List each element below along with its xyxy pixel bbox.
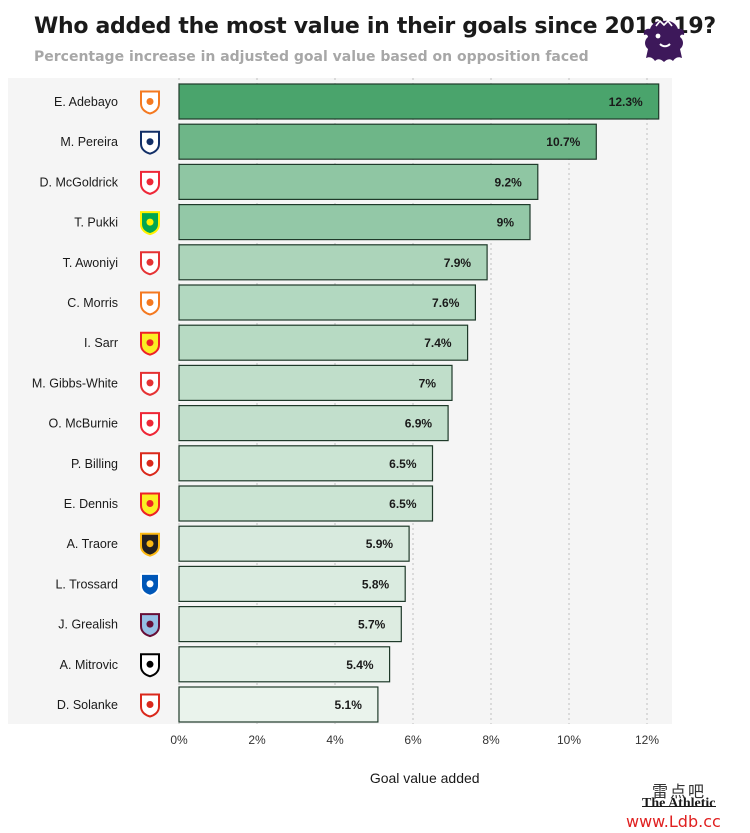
player-name: P. Billing (71, 457, 118, 471)
bar (178, 163, 539, 200)
bar-value-label: 7.6% (432, 296, 460, 310)
bar-value-label: 9.2% (494, 175, 522, 189)
bar-value-label: 12.3% (609, 95, 643, 109)
brighton-crest-icon (140, 572, 160, 597)
player-name: E. Dennis (64, 497, 118, 511)
player-name: J. Grealish (58, 618, 118, 632)
bar-value-label: 7.9% (444, 256, 472, 270)
player-name: T. Pukki (74, 216, 118, 230)
watermark-url: www.Ldb.cc (626, 812, 721, 831)
x-tick-label: 2% (248, 733, 266, 747)
x-axis-title: Goal value added (370, 770, 480, 786)
x-tick-label: 12% (635, 733, 659, 747)
chart-title: Who added the most value in their goals … (34, 14, 716, 39)
bar-value-label: 7.4% (424, 336, 452, 350)
bar (178, 565, 406, 603)
bar-value-label: 6.5% (389, 457, 417, 471)
bar (178, 204, 531, 241)
x-tick-label: 4% (326, 733, 344, 747)
bar (178, 605, 402, 643)
fulham-crest-icon (140, 653, 160, 678)
bar-value-label: 5.8% (362, 577, 390, 591)
watermark-chinese: 雷点吧 (652, 782, 707, 801)
x-tick-label: 8% (482, 733, 500, 747)
bar (178, 445, 434, 482)
player-name: D. Solanke (57, 698, 118, 712)
x-tick-label: 6% (404, 733, 422, 747)
player-name: E. Adebayo (54, 95, 118, 109)
x-tick-label: 0% (170, 733, 188, 747)
bar-value-label: 5.7% (358, 618, 386, 632)
bar-value-label: 10.7% (546, 135, 580, 149)
player-name: D. McGoldrick (40, 175, 119, 189)
player-name: T. Awoniyi (63, 256, 118, 270)
bar-value-label: 5.4% (346, 658, 374, 672)
bar (178, 485, 434, 522)
player-name: M. Gibbs-White (32, 376, 118, 390)
norwich-city-crest-icon (140, 211, 160, 236)
luton-town-crest-icon (140, 291, 160, 316)
chart-subtitle: Percentage increase in adjusted goal val… (34, 49, 589, 65)
nottingham-forest-crest-icon (140, 371, 160, 396)
bar-value-label: 5.9% (366, 537, 394, 551)
bar (178, 324, 469, 361)
bar (178, 525, 410, 562)
bar (178, 123, 597, 160)
nottingham-forest-crest-icon (140, 251, 160, 276)
player-name: A. Mitrovic (60, 658, 118, 672)
bar-value-label: 5.1% (335, 698, 363, 712)
bar (178, 83, 660, 120)
player-name: C. Morris (67, 296, 118, 310)
bournemouth-crest-icon (140, 693, 160, 718)
bar-value-label: 6.9% (405, 417, 433, 431)
wolves-crest-icon (140, 532, 160, 557)
player-name: L. Trossard (55, 577, 118, 591)
west-brom-crest-icon (140, 130, 160, 155)
x-tick-label: 10% (557, 733, 581, 747)
publisher-logo: The Athletic (642, 796, 716, 811)
sheffield-united-crest-icon (140, 412, 160, 437)
bar-value-label: 9% (497, 216, 515, 230)
bournemouth-crest-icon (140, 452, 160, 477)
bar-value-label: 6.5% (389, 497, 417, 511)
bar (178, 646, 391, 683)
watford-crest-icon (140, 492, 160, 517)
aston-villa-crest-icon (140, 613, 160, 638)
luton-town-crest-icon (140, 90, 160, 115)
bar (178, 405, 449, 442)
bar (178, 244, 488, 281)
sheffield-united-crest-icon (140, 170, 160, 195)
player-name: M. Pereira (60, 135, 118, 149)
bar (178, 686, 379, 723)
bar (178, 364, 453, 401)
player-name: I. Sarr (84, 336, 118, 350)
bar-value-label: 7% (419, 376, 437, 390)
bar (178, 284, 476, 321)
player-name: O. McBurnie (49, 417, 119, 431)
watford-crest-icon (140, 331, 160, 356)
premier-league-logo-icon (643, 19, 685, 62)
player-name: A. Traore (67, 537, 118, 551)
